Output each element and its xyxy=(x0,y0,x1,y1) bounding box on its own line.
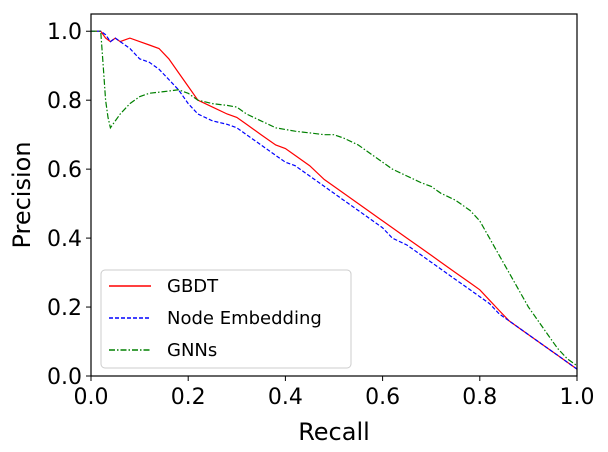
series-lines xyxy=(91,30,577,370)
legend: GBDT Node Embedding GNNs xyxy=(100,269,352,369)
series-line-gnns xyxy=(91,30,577,367)
x-axis-title: Recall xyxy=(298,418,370,446)
x-tick-label: 0.8 xyxy=(462,385,497,410)
series-line-gbdt xyxy=(91,30,577,370)
series-line-node-embedding xyxy=(91,30,577,370)
plot-frame xyxy=(90,13,578,377)
legend-box xyxy=(100,269,352,369)
y-tick-label: 1.0 xyxy=(47,20,82,45)
legend-label-gbdt: GBDT xyxy=(167,276,219,297)
x-tick-label: 0.4 xyxy=(268,385,303,410)
x-tick-label: 0.6 xyxy=(365,385,400,410)
x-tick-label: 1.0 xyxy=(560,385,595,410)
y-tick-label: 0.2 xyxy=(47,296,82,321)
y-axis-title: Precision xyxy=(8,141,36,248)
y-tick-label: 0.4 xyxy=(47,227,82,252)
axis-ticks: 0.0 0.2 0.4 0.6 0.8 1.0 0.0 0.2 0.4 0.6 0.8 1.0 xyxy=(47,20,595,410)
x-tick-label: 0.0 xyxy=(74,385,109,410)
y-tick-label: 0.8 xyxy=(47,89,82,114)
y-tick-label: 0.6 xyxy=(47,158,82,183)
legend-label-gnns: GNNs xyxy=(167,340,217,361)
y-tick-label: 0.0 xyxy=(47,365,82,390)
legend-label-node-embedding: Node Embedding xyxy=(167,308,322,329)
x-tick-label: 0.2 xyxy=(171,385,206,410)
